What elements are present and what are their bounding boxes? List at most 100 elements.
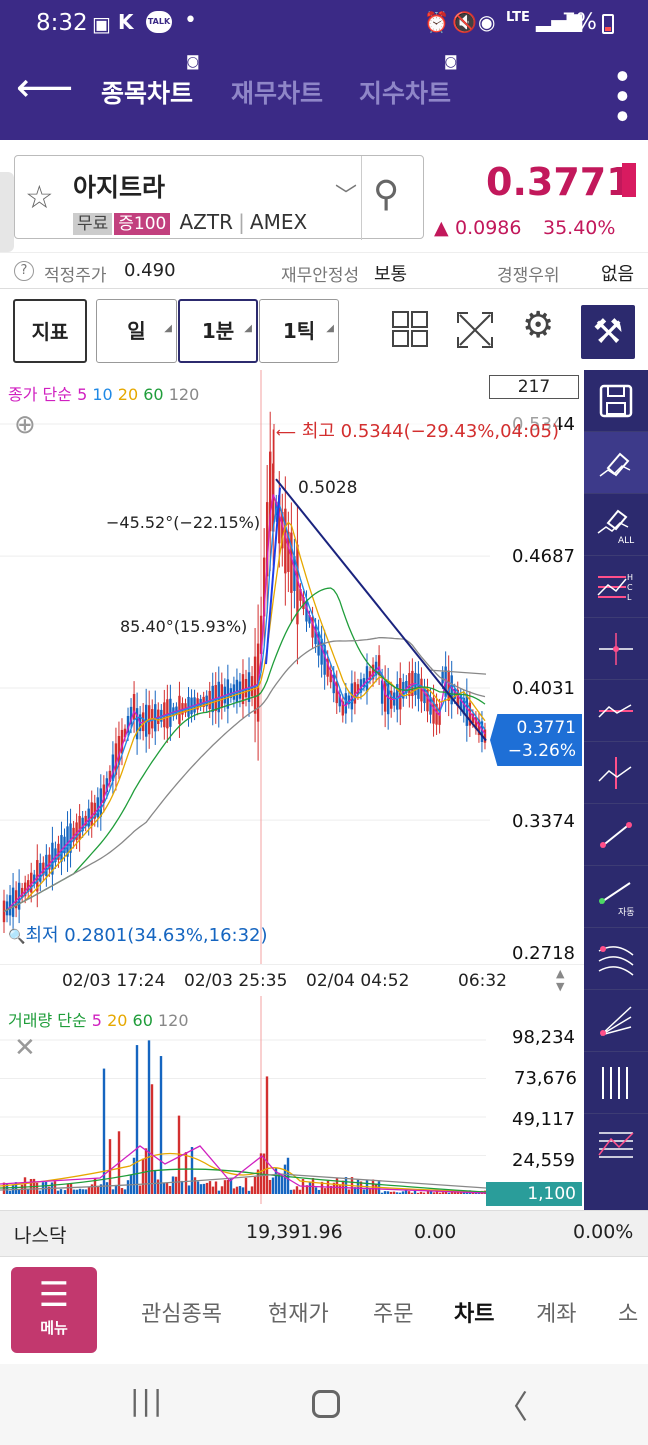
index-row[interactable]: 나스닥 19,391.96 0.00 0.00% [0,1210,648,1256]
fullscreen-icon[interactable] [456,311,494,349]
volume-chart[interactable] [0,996,584,1204]
volume-bar [111,1189,115,1194]
nav-chart[interactable]: 차트 [454,1302,495,1327]
zoom-in-icon[interactable]: ⊕ [14,410,36,440]
candle-body [278,495,281,544]
lte-icon: LTE [506,10,530,25]
favorite-star-icon[interactable]: ☆ [25,178,54,216]
corner-icon: ◢ [244,323,252,334]
nav-watchlist[interactable]: 관심종목 [141,1302,222,1327]
fair-price-label: 적정주가 [44,266,107,286]
volume-bar [401,1191,405,1194]
volume-bar [419,1191,423,1194]
image-icon: ▣ [92,12,111,36]
trend-line-icon[interactable] [584,804,648,866]
price-legend-prefix: 종가 단순 [8,385,72,404]
menu-button[interactable]: ☰ 메뉴 [11,1267,97,1353]
legend-ma120: 120 [168,385,200,404]
tab-stock-chart[interactable]: 종목차트 [101,79,194,108]
nav-order[interactable]: 주문 [373,1302,414,1327]
volume-bar [362,1189,366,1194]
volume-bar [171,1176,175,1194]
period-1min-button[interactable]: 1분 ◢ [178,299,258,363]
candle-body [290,532,293,593]
nav-more[interactable]: 소 [618,1302,639,1327]
vol-ma5-line [0,1145,487,1194]
horizontal-line-icon[interactable] [584,680,648,742]
volume-bar [232,1188,236,1194]
candle-body [81,817,84,832]
vol-legend-ma5: 5 [91,1011,102,1030]
fan-line-icon[interactable] [584,990,648,1052]
period-1tick-button[interactable]: 1틱 ◢ [259,299,339,363]
volume-bar [105,1182,109,1194]
tab-index-chart[interactable]: 지수차트 [359,79,452,108]
price-chart[interactable] [0,370,584,964]
vertical-line-icon[interactable] [584,742,648,804]
tools-icon[interactable]: ⚒ [581,305,635,359]
candle-body [371,664,375,680]
volume-bar [84,1189,88,1194]
fibonacci-icon[interactable] [584,1114,648,1176]
cycle-line-icon[interactable] [584,1052,648,1114]
eraser-all-icon[interactable]: ALL [584,494,648,556]
search-icon[interactable]: ⚲ [373,174,400,215]
volume-bar [102,1068,106,1194]
help-icon[interactable]: ? [14,261,34,281]
candle-body [386,683,390,715]
stock-name: 아지트라 [73,173,166,202]
candle-body [338,694,341,707]
tab-financial-chart[interactable]: 재무차트 [231,79,324,108]
volume-bar [132,1157,136,1194]
volume-bar [205,1182,209,1194]
save-icon[interactable] [584,370,648,432]
volume-bar [244,1177,248,1194]
indicator-button[interactable]: 지표 [13,299,87,363]
channel-icon[interactable] [584,928,648,990]
candle-body [299,589,302,601]
talk-icon: TALK [146,11,172,33]
volume-bar [214,1181,218,1194]
gear-icon[interactable]: ⚙ [522,305,555,346]
stock-tags: 무료 증100 AZTR | AMEX [73,210,307,235]
recent-apps-icon[interactable]: ||| [130,1384,165,1417]
nav-current-price[interactable]: 현재가 [268,1302,329,1327]
grid-layout-icon[interactable] [392,311,428,347]
candle-body [465,694,469,726]
volume-bar [99,1184,103,1194]
candle-body [105,778,109,793]
eraser-icon[interactable] [584,432,648,494]
volume-bar [114,1184,118,1194]
candle-body [120,729,124,754]
volume-bar [335,1178,339,1194]
close-icon[interactable]: ✕ [14,1033,36,1063]
volume-bar [368,1189,372,1194]
vol-ma60-line [0,1168,487,1193]
candle-body [27,880,30,892]
more-menu-icon[interactable]: ••• [601,66,641,127]
candle-body [305,600,308,622]
system-back-icon[interactable]: 〈 [496,1388,529,1426]
volume-bar [253,1176,257,1194]
stock-selector[interactable]: ☆ 아지트라 ﹀ 무료 증100 AZTR | AMEX ⚲ [14,155,424,240]
chevron-down-icon[interactable]: ﹀ [335,184,358,209]
legend-ma60: 60 [143,385,164,404]
side-drawer-handle[interactable] [0,172,14,252]
stock-code: AZTR [179,210,233,234]
volume-bar [389,1191,393,1194]
fin-stability-value: 보통 [374,264,408,285]
pane-resize-icon[interactable]: ▲ ▼ [556,967,565,993]
volume-bar [238,1186,242,1194]
ma20-line [3,521,486,912]
back-arrow-icon[interactable]: ⟵ [16,65,74,111]
nav-account[interactable]: 계좌 [536,1302,577,1327]
crosshair-line-icon[interactable] [584,618,648,680]
auto-trend-icon[interactable]: 자동 [584,866,648,928]
vol-tick-1: 98,234 [512,1027,575,1048]
home-icon[interactable] [312,1390,340,1418]
volume-bar [444,1190,448,1194]
period-day-button[interactable]: 일 ◢ [96,299,177,363]
volume-bar [429,1191,433,1194]
candle-body [426,689,429,712]
